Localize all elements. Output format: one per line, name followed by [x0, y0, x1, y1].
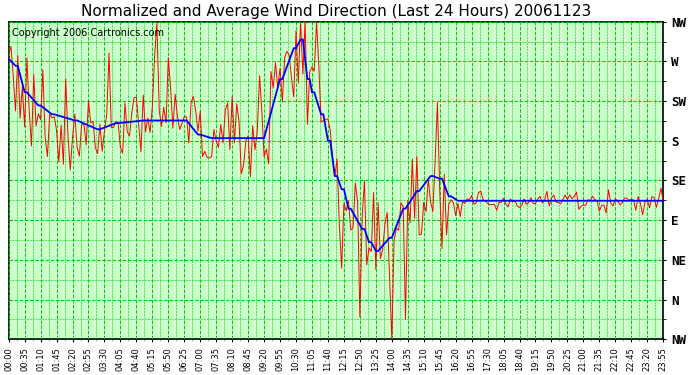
Title: Normalized and Average Wind Direction (Last 24 Hours) 20061123: Normalized and Average Wind Direction (L… [81, 4, 591, 19]
Text: Copyright 2006 Cartronics.com: Copyright 2006 Cartronics.com [12, 28, 164, 38]
